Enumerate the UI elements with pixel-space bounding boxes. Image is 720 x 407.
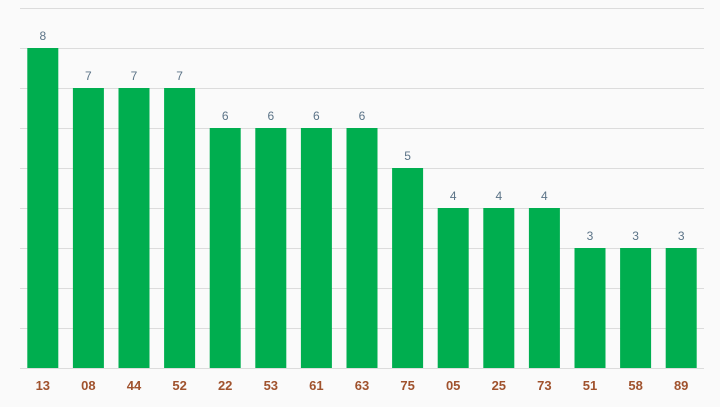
bar-05	[437, 208, 469, 368]
data-label-58: 3	[632, 229, 639, 243]
bar-89	[665, 248, 697, 368]
x-tick-label-63: 63	[355, 378, 369, 393]
bar-53	[255, 128, 287, 368]
x-tick-label-52: 52	[172, 378, 186, 393]
x-tick-label-25: 25	[492, 378, 506, 393]
data-label-73: 4	[541, 189, 548, 203]
bar-73	[528, 208, 560, 368]
x-tick-label-51: 51	[583, 378, 597, 393]
bar-44	[118, 88, 150, 368]
x-tick-label-89: 89	[674, 378, 688, 393]
data-label-08: 7	[85, 69, 92, 83]
x-tick-label-13: 13	[36, 378, 50, 393]
data-label-22: 6	[222, 109, 229, 123]
data-labels: 8 7 7 7 6 6 6 6 5 4 4 4 3 3 3	[39, 29, 684, 243]
data-label-25: 4	[495, 189, 502, 203]
bar-25	[483, 208, 515, 368]
x-tick-label-58: 58	[628, 378, 642, 393]
data-label-53: 6	[267, 109, 274, 123]
x-tick-label-08: 08	[81, 378, 95, 393]
data-label-89: 3	[678, 229, 685, 243]
data-label-52: 7	[176, 69, 183, 83]
x-axis-tick-labels: 13 08 44 52 22 53 61 63 75 05 25 73 51 58 89	[36, 378, 689, 393]
data-label-61: 6	[313, 109, 320, 123]
x-tick-label-61: 61	[309, 378, 323, 393]
data-label-75: 5	[404, 149, 411, 163]
bar-22	[209, 128, 241, 368]
x-tick-label-44: 44	[127, 378, 142, 393]
bar-51	[574, 248, 606, 368]
data-label-44: 7	[131, 69, 138, 83]
bar-63	[346, 128, 378, 368]
bar-58	[620, 248, 652, 368]
bar-13	[27, 48, 59, 368]
data-label-51: 3	[587, 229, 594, 243]
bar-75	[392, 168, 424, 368]
x-tick-label-05: 05	[446, 378, 460, 393]
bar-08	[72, 88, 104, 368]
x-tick-label-22: 22	[218, 378, 232, 393]
bar-52	[164, 88, 196, 368]
bar-61	[300, 128, 332, 368]
data-label-13: 8	[39, 29, 46, 43]
data-label-63: 6	[359, 109, 366, 123]
x-tick-label-75: 75	[400, 378, 414, 393]
bars	[27, 48, 697, 368]
x-tick-label-73: 73	[537, 378, 551, 393]
data-label-05: 4	[450, 189, 457, 203]
x-tick-label-53: 53	[264, 378, 278, 393]
